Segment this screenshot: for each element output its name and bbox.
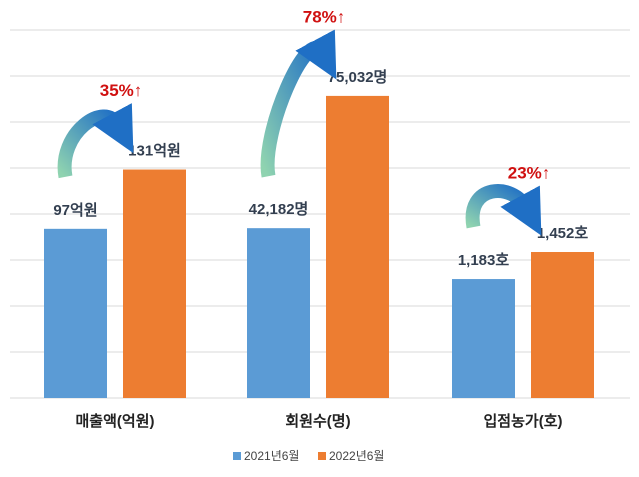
value-label: 1,183호	[458, 252, 510, 269]
growth-annotation: 23%↑	[508, 163, 551, 182]
growth-annotation: 78%↑	[303, 7, 346, 26]
legend-swatch	[318, 452, 326, 460]
x-tick-label: 매출액(억원)	[76, 412, 155, 430]
growth-arrow	[57, 103, 134, 179]
value-label: 97억원	[53, 201, 97, 219]
legend-swatch	[233, 452, 241, 460]
x-tick-label: 회원수(명)	[285, 412, 350, 430]
x-tick-label: 입점농가(호)	[484, 412, 563, 430]
bar	[452, 279, 515, 398]
value-label: 75,032명	[328, 68, 388, 86]
bar	[326, 95, 389, 398]
bar	[247, 228, 310, 398]
bar	[123, 169, 186, 398]
legend-label: 2022년6월	[329, 449, 384, 463]
growth-arrow	[260, 29, 337, 178]
value-label: 1,452호	[537, 225, 589, 242]
bar	[44, 228, 107, 398]
growth-annotation: 35%↑	[100, 81, 143, 100]
legend-label: 2021년6월	[244, 449, 299, 463]
bar	[531, 252, 594, 398]
value-label: 131억원	[128, 141, 181, 159]
value-label: 42,182명	[249, 200, 309, 218]
growth-arrow	[465, 184, 542, 236]
